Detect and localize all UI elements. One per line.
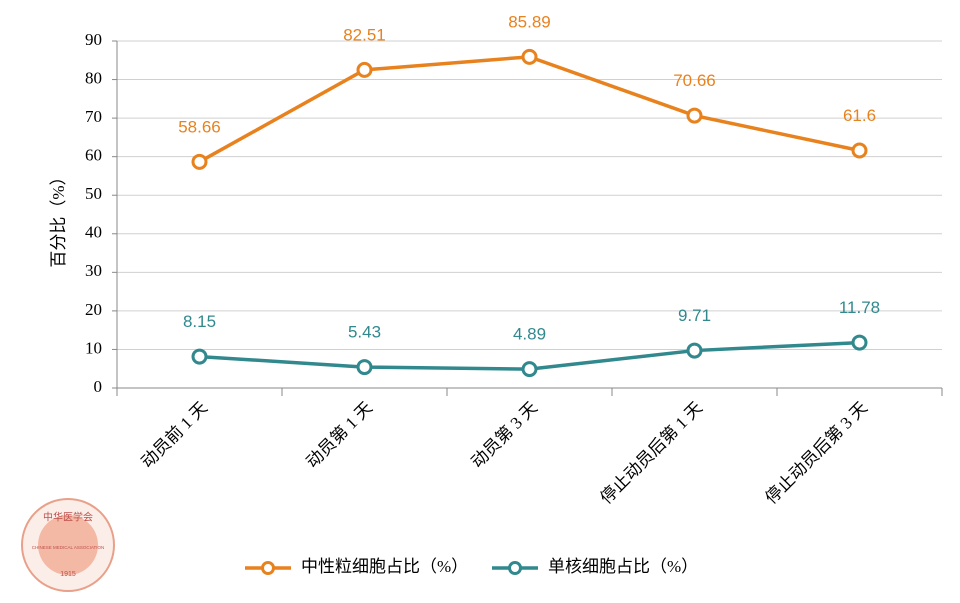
data-label: 11.78 [839, 298, 880, 317]
logo-subtext: CHINESE MEDICAL ASSOCIATION [32, 545, 105, 550]
logo-center [38, 515, 98, 575]
data-point [191, 348, 208, 365]
data-label: 58.66 [178, 117, 221, 136]
data-point [686, 342, 703, 359]
data-label: 82.51 [343, 25, 386, 44]
y-tick-label: 20 [85, 300, 102, 319]
data-point [851, 142, 868, 159]
logo-year: 1915 [60, 571, 76, 578]
x-tick-label: 停止动员后第 3 天 [761, 398, 871, 508]
data-label: 61.6 [843, 106, 876, 125]
x-tick-label: 动员第 1 天 [303, 398, 377, 472]
data-label: 8.15 [183, 312, 216, 331]
y-axis-label: 百分比（%） [49, 168, 68, 267]
data-label: 70.66 [673, 71, 716, 90]
data-point [521, 361, 538, 378]
y-tick-label: 60 [85, 146, 102, 165]
logo: 中华医学会 CHINESE MEDICAL ASSOCIATION 1915 [21, 498, 115, 592]
legend-label: 中性粒细胞占比（%） [301, 557, 468, 576]
y-tick-label: 50 [85, 184, 102, 203]
data-point [686, 107, 703, 124]
data-label: 5.43 [348, 323, 381, 342]
y-tick-label: 30 [85, 261, 102, 280]
x-tick-label: 停止动员后第 1 天 [596, 398, 706, 508]
data-point [356, 359, 373, 376]
legend-label: 单核细胞占比（%） [548, 557, 698, 576]
data-point [356, 61, 373, 78]
y-tick-label: 10 [85, 338, 102, 357]
x-tick-label: 动员前 1 天 [138, 398, 212, 472]
legend-marker [261, 561, 275, 575]
data-point [851, 334, 868, 351]
data-label: 9.71 [678, 306, 711, 325]
y-tick-label: 90 [85, 30, 102, 49]
y-tick-label: 40 [85, 223, 102, 242]
legend-marker [508, 561, 522, 575]
data-point [191, 153, 208, 170]
data-point [521, 48, 538, 65]
y-tick-label: 70 [85, 107, 102, 126]
y-tick-label: 0 [94, 377, 103, 396]
logo-text: 中华医学会 [43, 511, 93, 524]
x-tick-label: 动员第 3 天 [468, 398, 542, 472]
data-label: 4.89 [513, 325, 546, 344]
y-tick-label: 80 [85, 68, 102, 87]
series-line [198, 55, 860, 164]
data-label: 85.89 [508, 12, 551, 31]
